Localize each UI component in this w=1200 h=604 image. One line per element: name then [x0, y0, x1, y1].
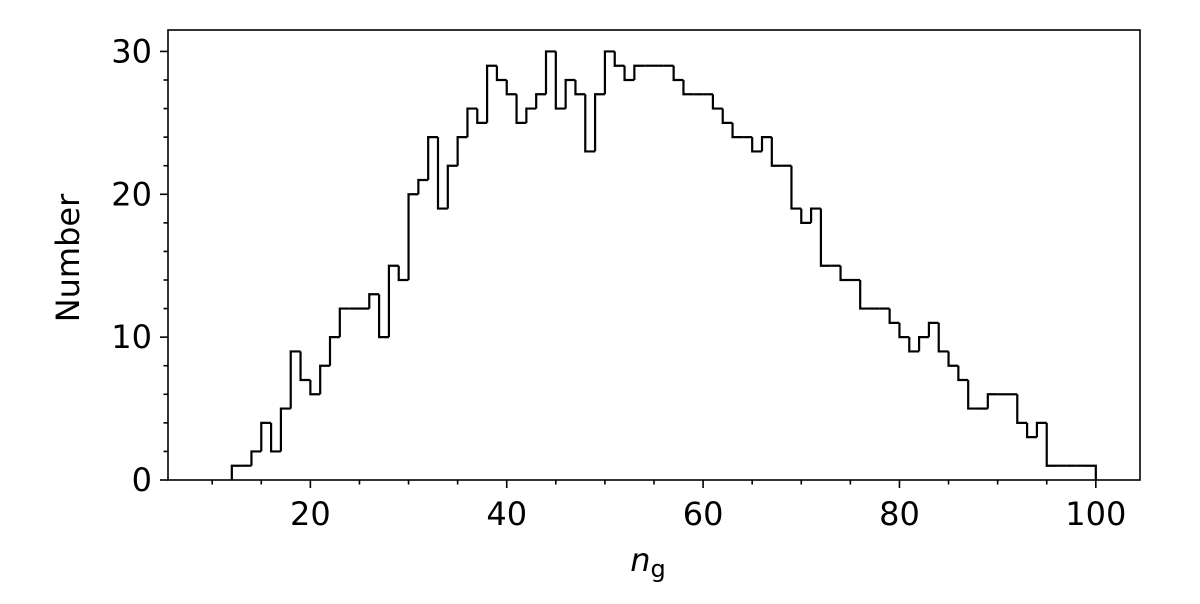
histogram-bar — [682, 80, 694, 96]
histogram-bar — [1035, 421, 1047, 438]
histogram-bar — [888, 308, 900, 324]
histogram-bar — [407, 193, 419, 280]
histogram-bar — [397, 265, 409, 282]
histogram-bar — [790, 165, 802, 210]
x-axis-label-main: n — [630, 541, 650, 579]
histogram-bar — [1025, 422, 1037, 439]
histogram-bar — [574, 80, 586, 96]
histogram-bar — [967, 380, 978, 410]
histogram-bar — [633, 64, 645, 80]
histogram-bar — [908, 337, 920, 353]
histogram-bar — [957, 365, 969, 382]
histogram-bar — [711, 94, 723, 110]
histogram-bar — [250, 450, 262, 466]
histogram-bar — [544, 50, 556, 95]
histogram-bar — [299, 351, 311, 382]
histogram-bar — [328, 336, 340, 366]
histogram-bar — [535, 93, 546, 109]
y-tick-label: 10 — [111, 318, 152, 356]
histogram-bar — [387, 264, 399, 338]
histogram-bar — [770, 137, 782, 167]
histogram-bar — [230, 464, 242, 480]
histogram-bar — [584, 94, 596, 153]
histogram-bar — [505, 80, 517, 96]
histogram-bar — [515, 94, 527, 124]
histogram-bar — [898, 322, 910, 339]
histogram-bar — [485, 64, 497, 123]
histogram-bar — [495, 65, 507, 82]
histogram-bar — [819, 208, 831, 267]
histogram-bar — [986, 393, 998, 409]
histogram-bar — [368, 293, 380, 309]
histogram-bar — [260, 421, 272, 452]
histogram-bar — [436, 137, 448, 210]
histogram-bar — [279, 407, 291, 452]
x-tick-label: 40 — [486, 495, 527, 533]
y-tick-label: 0 — [132, 461, 152, 499]
histogram-bar — [427, 136, 438, 180]
histogram-bar — [917, 336, 929, 352]
histogram-bar — [603, 50, 615, 95]
histogram-bar — [554, 51, 566, 110]
histogram-bar — [476, 108, 488, 124]
histogram-bar — [839, 265, 851, 282]
y-tick-label: 20 — [111, 175, 152, 213]
histogram-bar — [731, 122, 743, 139]
x-tick-label: 20 — [290, 495, 331, 533]
histogram-bar — [525, 107, 537, 123]
histogram-bar — [613, 51, 625, 67]
histogram-bar — [417, 178, 429, 195]
histogram-bar — [809, 207, 821, 223]
x-tick-label: 60 — [683, 495, 724, 533]
histogram-bar — [1045, 422, 1057, 467]
histogram-bar — [937, 322, 949, 353]
x-axis-label: ng — [630, 541, 666, 583]
histogram-bar — [947, 351, 959, 367]
histogram-bar — [564, 78, 576, 109]
x-axis-label-sub: g — [651, 555, 666, 583]
histogram-bar — [859, 280, 870, 310]
y-axis-label: Number — [49, 193, 87, 322]
y-tick-label: 30 — [111, 32, 152, 70]
histogram-bar — [466, 107, 478, 138]
histogram-bar — [319, 364, 330, 395]
histogram-bar — [800, 208, 812, 224]
histogram-bar — [623, 65, 635, 82]
histogram-bar — [338, 307, 350, 338]
plot-frame — [167, 29, 1141, 481]
histogram-bar — [760, 136, 772, 152]
histogram-bar — [593, 93, 605, 152]
histogram-bar — [289, 350, 301, 409]
histogram-bar — [446, 164, 458, 209]
histogram-bar — [1086, 464, 1097, 480]
histogram-bar — [269, 422, 281, 453]
histogram-bar — [309, 380, 321, 396]
histogram-bar — [1016, 394, 1028, 424]
histogram-bar — [672, 65, 684, 82]
histogram-bar — [927, 321, 939, 338]
histogram-bar — [751, 137, 762, 153]
histogram-bar — [456, 136, 468, 166]
histogram-bar — [721, 108, 733, 124]
histogram-bar — [377, 294, 389, 339]
x-tick-label: 80 — [879, 495, 920, 533]
x-tick-label: 100 — [1065, 495, 1126, 533]
